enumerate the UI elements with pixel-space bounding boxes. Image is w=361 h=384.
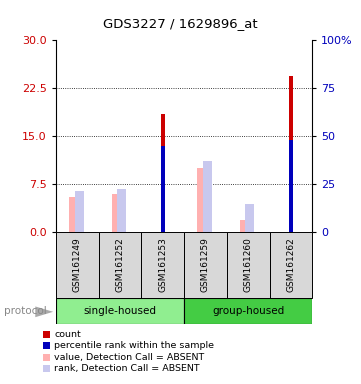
Bar [227, 232, 270, 298]
Bar [112, 194, 125, 232]
Text: group-housed: group-housed [212, 306, 284, 316]
Bar [197, 168, 210, 232]
Text: single-housed: single-housed [83, 306, 157, 316]
Text: GSM161252: GSM161252 [116, 238, 125, 292]
Text: protocol: protocol [4, 306, 46, 316]
Bar [161, 114, 165, 232]
Bar [74, 191, 83, 232]
Text: GSM161259: GSM161259 [201, 238, 210, 292]
Bar [203, 161, 212, 232]
Bar [56, 232, 99, 298]
Bar [289, 139, 293, 232]
Text: rank, Detection Call = ABSENT: rank, Detection Call = ABSENT [54, 364, 200, 373]
Bar [289, 76, 293, 232]
Text: count: count [54, 329, 81, 339]
Text: GDS3227 / 1629896_at: GDS3227 / 1629896_at [103, 17, 258, 30]
Text: GSM161260: GSM161260 [244, 238, 253, 292]
Text: value, Detection Call = ABSENT: value, Detection Call = ABSENT [54, 353, 204, 362]
Polygon shape [35, 306, 53, 317]
Bar [245, 204, 255, 232]
Bar [69, 197, 82, 232]
Text: GSM161249: GSM161249 [73, 238, 82, 292]
Text: GSM161262: GSM161262 [286, 238, 295, 292]
Bar [184, 232, 227, 298]
Text: percentile rank within the sample: percentile rank within the sample [54, 341, 214, 350]
Bar [56, 298, 184, 324]
Bar [184, 298, 312, 324]
Bar [240, 220, 253, 232]
Bar [142, 232, 184, 298]
Bar [99, 232, 142, 298]
Text: GSM161253: GSM161253 [158, 238, 167, 292]
Bar [161, 146, 165, 232]
Bar [270, 232, 312, 298]
Bar [117, 189, 126, 232]
